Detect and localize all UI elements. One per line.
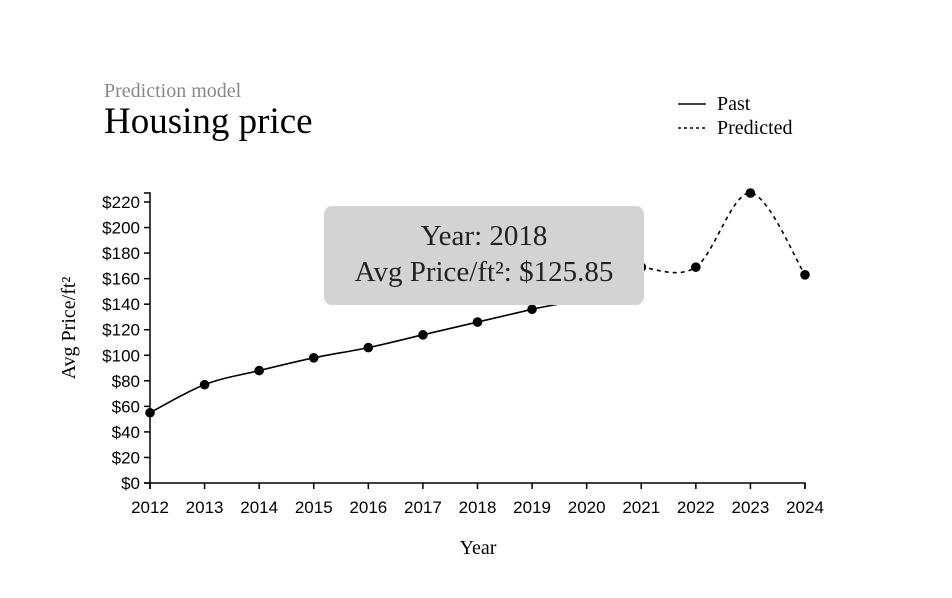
chart-subtitle: Prediction model: [104, 80, 242, 102]
x-tick-label: 2016: [349, 498, 387, 517]
data-point[interactable]: [308, 353, 319, 363]
data-point[interactable]: [199, 379, 210, 390]
y-axis: $0 $20 $40 $60 $80 $100 $120 $140 $160 $180 $200 $2…: [102, 192, 151, 493]
data-point[interactable]: [472, 317, 483, 327]
tooltip-year: Year: 2018: [421, 220, 548, 252]
tooltip: Year: 2018 Avg Price/ft²: $125.85: [324, 206, 644, 305]
data-point[interactable]: [691, 262, 701, 272]
y-tick-label: $100: [102, 346, 140, 365]
x-tick-label: 2018: [459, 498, 497, 517]
y-tick-label: $60: [112, 397, 140, 416]
y-axis-line: [144, 192, 151, 484]
y-tick-label: $20: [112, 448, 140, 467]
x-tick-label: 2023: [732, 498, 770, 517]
legend: Past Predicted: [678, 93, 793, 139]
tooltip-price: Avg Price/ft²: $125.85: [355, 256, 614, 288]
legend-label-predicted: Predicted: [717, 117, 793, 139]
x-tick-label: 2012: [131, 498, 169, 517]
x-axis-title: Year: [460, 537, 497, 559]
y-axis-title: Avg Price/ft²: [58, 277, 80, 380]
data-point[interactable]: [527, 304, 537, 315]
y-tick-label: $80: [112, 372, 140, 391]
y-tick-label: $180: [102, 244, 140, 263]
x-tick-label: 2019: [513, 498, 551, 517]
x-tick-label: 2015: [295, 498, 333, 517]
legend-label-past: Past: [717, 93, 751, 115]
data-point[interactable]: [254, 365, 264, 376]
data-point[interactable]: [745, 188, 756, 198]
y-tick-label: $200: [102, 219, 140, 238]
series-line-predicted: [641, 192, 806, 276]
x-tick-label: 2020: [568, 498, 606, 517]
y-tick-label: $40: [112, 423, 140, 442]
y-tick-label: $120: [102, 321, 140, 340]
data-point[interactable]: [418, 330, 428, 340]
data-point[interactable]: [800, 270, 810, 280]
data-point[interactable]: [363, 342, 374, 353]
y-tick-label: $140: [102, 295, 140, 314]
x-tick-label: 2013: [186, 498, 224, 517]
y-tick-label: $220: [102, 193, 140, 212]
x-tick-label: 2017: [404, 498, 442, 517]
x-tick-label: 2022: [677, 498, 715, 517]
tooltip-box: [324, 206, 644, 305]
data-point[interactable]: [145, 407, 155, 418]
x-tick-label: 2014: [240, 498, 278, 517]
x-tick-label: 2021: [622, 498, 660, 517]
x-tick-label: 2024: [786, 498, 824, 517]
chart-title: Housing price: [104, 101, 313, 142]
y-tick-label: $160: [102, 270, 140, 289]
y-tick-label: $0: [121, 474, 140, 493]
x-axis: 2012 2013 2014 2015 2016 2017 2018 2019 2020 2021…: [131, 482, 824, 517]
